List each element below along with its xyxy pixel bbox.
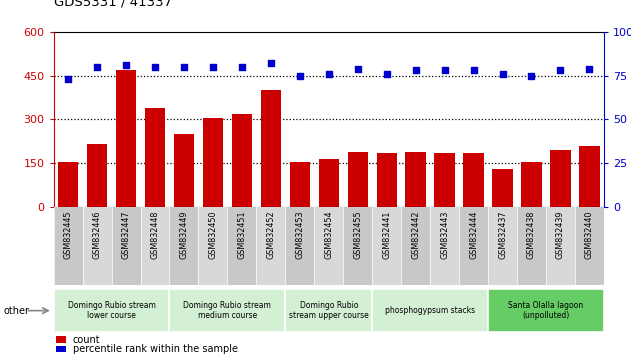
Bar [488,207,517,285]
Text: Domingo Rubio
stream upper course: Domingo Rubio stream upper course [289,301,369,320]
Bar [58,162,78,207]
Point [266,61,276,66]
Point [63,76,73,82]
Bar [198,207,227,285]
Bar [141,207,170,285]
Bar [435,153,455,207]
Bar [579,146,599,207]
Point [497,71,507,77]
Bar [83,207,112,285]
Bar [372,207,401,285]
Point [382,71,392,77]
Bar [319,159,339,207]
Text: GSM832440: GSM832440 [585,210,594,258]
Text: GSM832455: GSM832455 [353,210,362,259]
Point [121,62,131,68]
Text: GSM832441: GSM832441 [382,210,391,258]
Bar [170,207,198,285]
Text: GSM832437: GSM832437 [498,210,507,259]
Point [237,64,247,70]
Text: GSM832454: GSM832454 [324,210,333,259]
Text: GSM832451: GSM832451 [237,210,246,259]
Text: GSM832448: GSM832448 [151,210,160,258]
Bar [56,346,66,352]
Text: GSM832447: GSM832447 [122,210,131,259]
Bar [546,207,575,285]
Bar [170,290,285,332]
Bar [372,290,488,332]
Bar [377,153,397,207]
Bar [575,207,604,285]
Text: GSM832438: GSM832438 [527,210,536,258]
Text: phosphogypsum stacks: phosphogypsum stacks [385,306,475,315]
Text: GSM832439: GSM832439 [556,210,565,259]
Point [150,64,160,70]
Point [353,66,363,72]
Text: GSM832450: GSM832450 [208,210,218,259]
Bar [290,162,310,207]
Text: GSM832443: GSM832443 [440,210,449,258]
Bar [285,207,314,285]
Bar [54,207,83,285]
Text: Santa Olalla lagoon
(unpolluted): Santa Olalla lagoon (unpolluted) [509,301,584,320]
Point [295,73,305,79]
Bar [406,152,426,207]
Bar [256,207,285,285]
Text: GSM832449: GSM832449 [179,210,189,259]
Text: Domingo Rubio stream
medium course: Domingo Rubio stream medium course [184,301,271,320]
Point [324,71,334,77]
Text: Domingo Rubio stream
lower course: Domingo Rubio stream lower course [68,301,155,320]
Bar [203,118,223,207]
Text: GSM832446: GSM832446 [93,210,102,258]
Text: GSM832453: GSM832453 [295,210,304,259]
Point [584,66,594,72]
Point [92,64,102,70]
Bar [488,290,604,332]
Bar [343,207,372,285]
Point [526,73,536,79]
Bar [145,108,165,207]
Bar [550,150,570,207]
Bar [401,207,430,285]
Text: GSM832442: GSM832442 [411,210,420,259]
Point [468,68,478,73]
Bar [285,290,372,332]
Bar [459,207,488,285]
Text: percentile rank within the sample: percentile rank within the sample [73,344,237,354]
Bar [261,90,281,207]
Text: GSM832452: GSM832452 [266,210,275,259]
Bar [521,162,541,207]
Bar [227,207,256,285]
Text: GSM832444: GSM832444 [469,210,478,258]
Bar [348,152,368,207]
Bar [232,114,252,207]
Bar [112,207,141,285]
Point [440,68,450,73]
Bar [54,290,170,332]
Bar [314,207,343,285]
Bar [430,207,459,285]
Point [555,68,565,73]
Bar [56,336,66,343]
Point [208,64,218,70]
Text: count: count [73,335,100,344]
Bar [492,169,512,207]
Bar [87,144,107,207]
Point [411,68,421,73]
Text: GDS5331 / 41337: GDS5331 / 41337 [54,0,172,9]
Bar [116,70,136,207]
Text: GSM832445: GSM832445 [64,210,73,259]
Bar [463,153,484,207]
Bar [517,207,546,285]
Bar [174,134,194,207]
Point [179,64,189,70]
Text: other: other [3,306,29,316]
